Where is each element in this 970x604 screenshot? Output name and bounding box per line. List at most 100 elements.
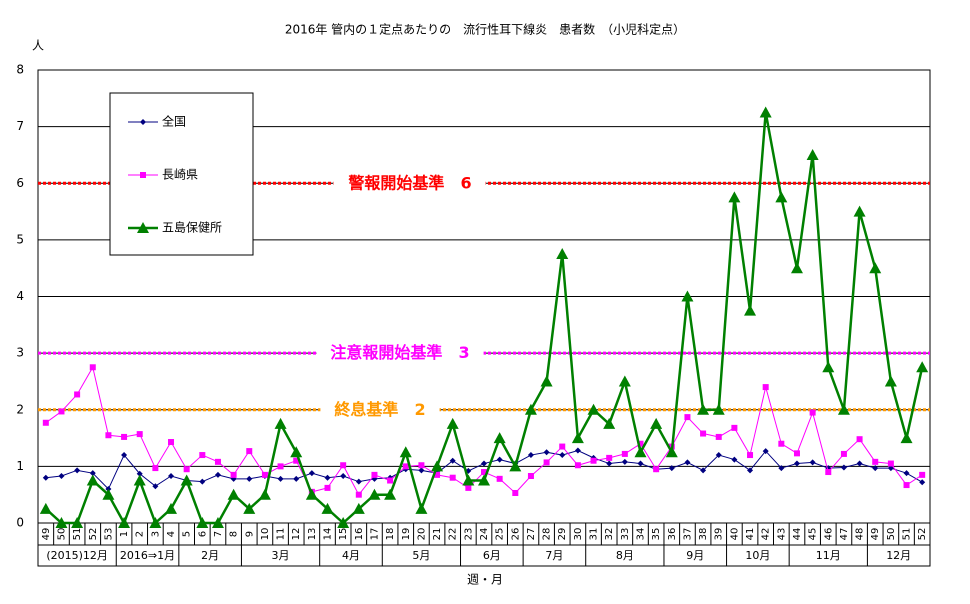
x-tick-label: 8 <box>229 531 240 537</box>
reference-label-value: 3 <box>458 343 469 362</box>
data-point <box>230 471 237 478</box>
data-point <box>118 517 131 528</box>
data-point <box>352 502 365 514</box>
x-tick-label: 16 <box>354 528 365 541</box>
data-point <box>384 488 397 500</box>
x-tick-label: 21 <box>432 528 443 541</box>
data-point <box>446 417 459 429</box>
data-point <box>809 459 816 466</box>
data-point <box>653 466 660 473</box>
x-tick-label: 38 <box>698 528 709 541</box>
data-point <box>587 403 600 415</box>
data-point <box>180 474 193 486</box>
data-point <box>243 502 256 514</box>
data-point <box>102 488 115 500</box>
data-point <box>337 517 350 528</box>
data-point <box>759 106 772 118</box>
data-point <box>762 384 769 391</box>
x-tick-label: 52 <box>917 528 928 541</box>
x-tick-label: 45 <box>808 528 819 541</box>
data-point <box>793 450 800 457</box>
data-point <box>261 471 268 478</box>
x-group-label: 4月 <box>342 549 360 562</box>
data-point <box>747 452 754 459</box>
data-point <box>606 460 613 467</box>
data-point <box>149 517 162 528</box>
legend-marker <box>137 222 149 233</box>
reference-label-text: 注意報開始基準 <box>330 343 442 362</box>
data-point <box>681 290 694 302</box>
y-tick-label: 1 <box>16 459 24 473</box>
data-point <box>900 432 913 444</box>
x-group-label: 8月 <box>616 549 634 562</box>
data-point <box>308 470 315 477</box>
data-point <box>305 488 318 500</box>
data-point <box>919 471 926 478</box>
data-point <box>340 462 347 469</box>
y-tick-label: 6 <box>16 176 24 190</box>
y-unit: 人 <box>32 39 44 53</box>
x-tick-label: 4 <box>166 531 177 537</box>
reference-label: 注意報開始基準 3 <box>330 343 469 362</box>
x-group-label: 2月 <box>201 549 219 562</box>
x-tick-label: 13 <box>307 528 318 541</box>
data-point <box>637 440 644 447</box>
data-point <box>136 431 143 438</box>
x-tick-label: 50 <box>56 528 67 541</box>
x-tick-label: 5 <box>182 531 193 537</box>
data-point <box>399 446 412 458</box>
reference-label: 警報開始基準 6 <box>347 173 471 192</box>
data-point <box>168 473 175 480</box>
data-point <box>887 465 894 472</box>
x-tick-label: 6 <box>197 531 208 537</box>
x-tick-label: 51 <box>902 528 913 541</box>
data-point <box>872 465 879 472</box>
data-point <box>165 502 178 514</box>
x-tick-label: 12 <box>291 528 302 541</box>
data-point <box>715 433 722 440</box>
data-point <box>715 452 722 459</box>
x-tick-label: 33 <box>620 528 631 541</box>
x-tick-label: 35 <box>651 528 662 541</box>
data-point <box>684 414 691 421</box>
x-tick-label: 2 <box>135 531 146 537</box>
x-tick-label: 24 <box>479 528 490 541</box>
data-point <box>509 460 522 472</box>
data-point <box>121 433 128 440</box>
reference-label-text: 終息基準 <box>334 399 398 418</box>
data-point <box>634 446 647 458</box>
data-point <box>793 460 800 467</box>
x-tick-label: 41 <box>745 528 756 541</box>
data-point <box>527 473 534 480</box>
data-point <box>809 409 816 416</box>
x-tick-label: 20 <box>416 528 427 541</box>
data-point <box>731 424 738 431</box>
data-point <box>919 479 926 486</box>
y-tick-label: 7 <box>16 119 24 133</box>
x-tick-label: 51 <box>72 528 83 541</box>
data-point <box>58 408 65 415</box>
y-tick-label: 4 <box>16 289 24 303</box>
data-point <box>183 466 190 473</box>
data-point <box>434 471 441 478</box>
legend-marker <box>140 172 146 178</box>
y-tick-label: 5 <box>16 232 24 246</box>
data-point <box>731 456 738 463</box>
data-point <box>168 439 175 446</box>
x-tick-label: 3 <box>150 531 161 537</box>
x-tick-label: 28 <box>542 528 553 541</box>
data-point <box>277 463 284 470</box>
x-group-label: 6月 <box>483 549 501 562</box>
data-point <box>55 517 68 528</box>
data-point <box>806 148 819 160</box>
data-point <box>86 474 99 486</box>
data-point <box>293 457 300 464</box>
x-tick-label: 27 <box>526 528 537 541</box>
data-point <box>136 470 143 477</box>
data-point <box>778 440 785 447</box>
data-point <box>211 517 224 528</box>
data-point <box>402 463 409 470</box>
x-tick-label: 52 <box>88 528 99 541</box>
data-point <box>449 474 456 481</box>
